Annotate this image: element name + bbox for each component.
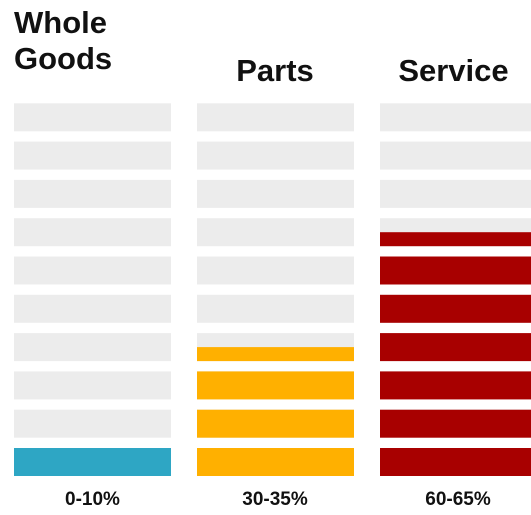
segment-empty [197,294,354,323]
segment-filled [380,294,531,323]
segment-empty [14,179,171,208]
segment-empty [197,141,354,170]
segment-filled [197,371,354,400]
segment-empty [380,179,531,208]
column-percent-label: 30-35% [242,489,308,510]
segment-filled [14,448,171,476]
segment-filled [380,256,531,285]
segment-empty [14,218,171,247]
segment-filled [380,448,531,476]
segment-empty [197,256,354,285]
column-percent-label: 60-65% [425,489,491,510]
segment-empty [14,409,171,438]
column-title-line: Parts [236,53,314,88]
segment-empty [14,333,171,362]
segment-filled [380,232,531,247]
column-percent-label: 0-10% [65,489,120,510]
segment-filled [380,371,531,400]
segment-filled [197,409,354,438]
column-title-line: Goods [14,41,113,76]
segment-filled [380,333,531,362]
segment-empty [14,371,171,400]
column-title-whole-goods: Whole Goods [14,4,174,78]
column-title-line: Service [398,53,509,88]
segment-filled [197,347,354,362]
segment-empty [14,141,171,170]
segment-filled [380,409,531,438]
column-title-line: Whole [14,5,107,40]
column-title-parts: Parts [196,52,354,90]
segment-empty [197,218,354,247]
segment-empty [197,179,354,208]
segment-empty [380,103,531,132]
column-title-service: Service [376,52,531,90]
segment-empty [14,103,171,132]
segment-empty [380,141,531,170]
segment-empty [14,256,171,285]
segment-empty [14,294,171,323]
segment-empty [197,103,354,132]
segment-filled [197,448,354,476]
